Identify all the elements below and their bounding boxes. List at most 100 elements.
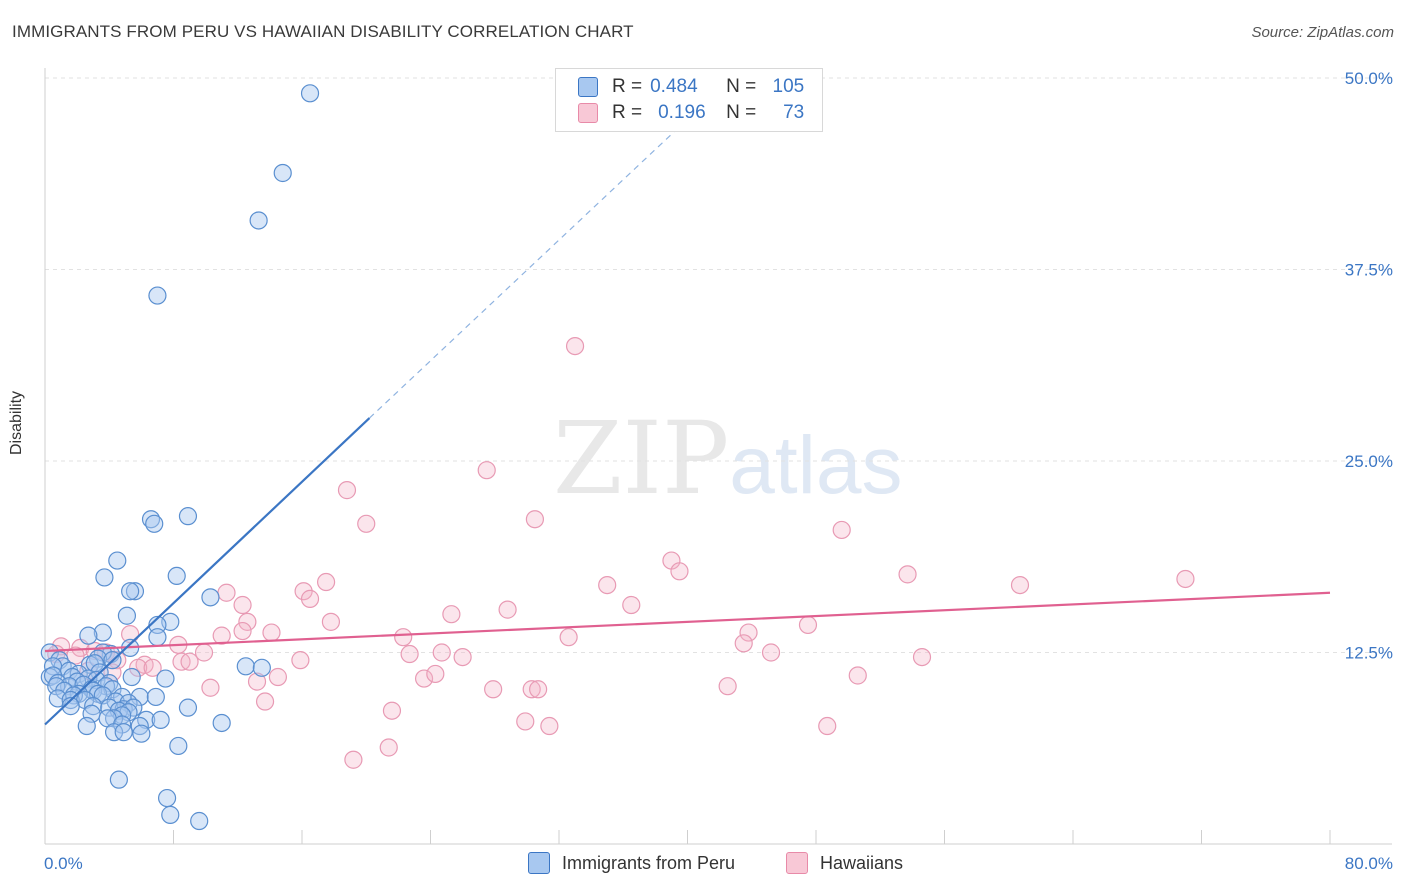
- peru-point: [104, 723, 124, 742]
- peru-point: [125, 582, 145, 601]
- hawaiian-point: [255, 692, 275, 711]
- hawaiian-point: [247, 672, 267, 691]
- y-tick-label: 37.5%: [1345, 261, 1393, 280]
- chart-title: IMMIGRANTS FROM PERU VS HAWAIIAN DISABIL…: [12, 22, 634, 41]
- hawaiian-point: [180, 652, 199, 671]
- hawaiian-point: [291, 651, 310, 670]
- hawaiian-point: [522, 680, 541, 699]
- hawaiians-swatch: [578, 103, 598, 123]
- peru-point: [151, 710, 170, 730]
- x-tick-label-max: 80.0%: [1345, 854, 1393, 873]
- hawaiian-point: [484, 680, 503, 699]
- peru-point: [249, 211, 268, 230]
- peru-point: [161, 805, 180, 824]
- peru-point: [148, 628, 167, 647]
- peru-point: [157, 788, 177, 808]
- peru-point: [169, 736, 188, 756]
- bottom-peru-label: Immigrants from Peru: [562, 852, 736, 873]
- peru-point: [77, 716, 96, 736]
- hawaiians-n-label: N =: [726, 102, 757, 123]
- hawaiian-point: [1176, 569, 1195, 589]
- hawaiian-point: [734, 634, 753, 653]
- hawaiian-point: [129, 658, 148, 677]
- peru-point: [201, 588, 220, 607]
- bottom-peru-swatch: [528, 852, 550, 874]
- hawaiian-point: [394, 628, 413, 647]
- hawaiians-r-value: 0.196: [658, 102, 706, 123]
- hawaiian-point: [268, 667, 288, 687]
- hawaiian-point: [1010, 575, 1030, 595]
- hawaiian-point: [565, 337, 585, 356]
- y-tick-label: 12.5%: [1345, 644, 1393, 663]
- peru-point: [236, 657, 255, 676]
- peru-point: [40, 643, 59, 662]
- hawaiian-point: [233, 621, 252, 641]
- hawaiian-point: [426, 664, 445, 684]
- hawaiian-point: [477, 461, 496, 480]
- hawaiian-point: [262, 623, 281, 642]
- peru-trendline: [44, 417, 371, 726]
- hawaiians-n-value: 73: [783, 102, 805, 123]
- peru-swatch: [578, 77, 598, 97]
- peru-point: [130, 716, 149, 736]
- hawaiian-point: [238, 612, 257, 631]
- peru-point: [93, 623, 112, 642]
- hawaiian-point: [739, 623, 758, 642]
- bottom-legend-peru: Immigrants from Peru: [528, 852, 735, 874]
- hawaiian-point: [718, 677, 737, 696]
- hawaiian-point: [217, 583, 236, 602]
- peru-trendline-extension: [369, 111, 696, 419]
- hawaiian-point: [442, 605, 461, 624]
- legend-row-peru: R = 0.484 N = 105: [578, 74, 804, 100]
- peru-point: [167, 566, 186, 586]
- hawaiian-point: [912, 647, 932, 667]
- hawaiian-point: [798, 615, 818, 635]
- hawaiians-r-label: R =: [612, 102, 643, 123]
- y-tick-label: 25.0%: [1345, 452, 1393, 471]
- hawaiian-point: [201, 678, 220, 697]
- hawaiian-point: [818, 716, 837, 736]
- peru-point: [95, 568, 114, 587]
- peru-point: [130, 687, 149, 707]
- hawaiian-point: [414, 669, 434, 688]
- hawaiian-point: [337, 481, 357, 500]
- peru-point: [273, 163, 292, 183]
- y-axis-label: Disability: [8, 390, 25, 455]
- bottom-legend-hawaiians: Hawaiians: [786, 852, 903, 874]
- peru-point: [108, 551, 127, 570]
- y-tick-label: 50.0%: [1345, 69, 1393, 88]
- peru-point: [148, 286, 167, 305]
- peru-point: [145, 514, 164, 533]
- hawaiian-point: [321, 612, 341, 631]
- peru-n-label: N =: [726, 76, 757, 97]
- hawaiian-point: [316, 572, 336, 592]
- correlation-legend: R = 0.484 N = 105 R = 0.196 N = 73: [555, 68, 823, 132]
- peru-point: [212, 713, 231, 733]
- hawaiian-point: [212, 626, 231, 645]
- hawaiians-trendline: [44, 591, 1331, 653]
- peru-r-label: R =: [612, 76, 643, 97]
- peru-point: [132, 724, 151, 743]
- peru-point: [117, 606, 137, 625]
- hawaiian-point: [498, 600, 517, 619]
- watermark-atlas: atlas: [729, 420, 903, 511]
- x-tick-label-min: 0.0%: [44, 854, 83, 873]
- peru-point: [114, 723, 133, 742]
- hawaiian-point: [382, 701, 402, 720]
- peru-point: [300, 84, 320, 103]
- legend-row-hawaiians: R = 0.196 N = 73: [578, 100, 804, 126]
- hawaiian-point: [540, 716, 559, 736]
- peru-point: [61, 697, 80, 716]
- peru-point: [109, 770, 128, 789]
- hawaiian-point: [453, 647, 472, 667]
- peru-point: [84, 697, 103, 716]
- hawaiian-point: [559, 628, 578, 647]
- peru-point: [178, 698, 198, 717]
- peru-point: [79, 626, 98, 645]
- watermark: ZIPatlas: [553, 400, 903, 517]
- hawaiian-point: [832, 520, 851, 540]
- peru-point: [178, 507, 198, 526]
- peru-point: [122, 667, 141, 687]
- bottom-hawaiians-swatch: [786, 852, 808, 874]
- hawaiian-point: [194, 643, 214, 662]
